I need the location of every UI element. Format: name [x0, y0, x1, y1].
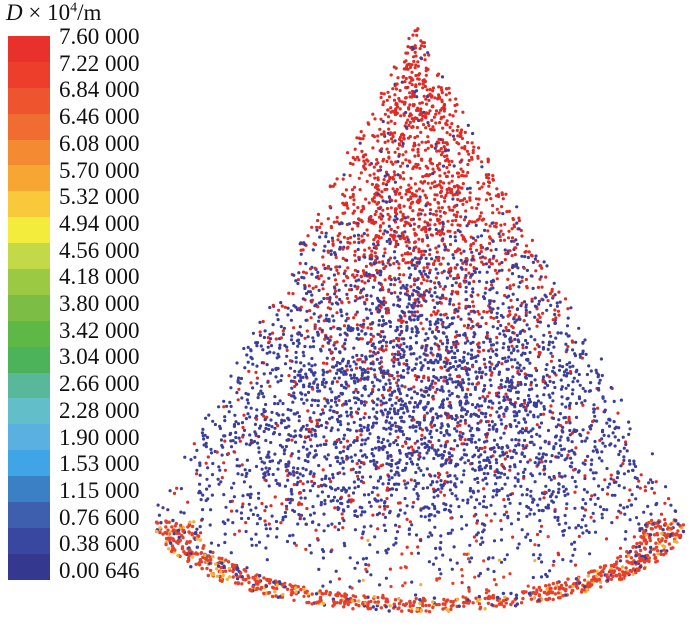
colorbar-tick-label: 5.32 000: [59, 184, 140, 210]
colorbar-swatch: [8, 191, 50, 218]
colorbar-swatch: [8, 527, 50, 554]
colorbar-swatch: [8, 165, 50, 192]
colorbar-tick-label: 1.90 000: [59, 424, 140, 450]
colorbar-tick-label: 4.94 000: [59, 210, 140, 236]
colorbar-tick-label: 4.18 000: [59, 264, 140, 290]
colorbar-swatch: [8, 424, 50, 451]
colorbar-swatch: [8, 243, 50, 270]
colorbar-swatch: [8, 217, 50, 244]
legend-title: D × 104/m: [6, 0, 101, 26]
colorbar-swatch: [8, 61, 50, 88]
colorbar-swatch: [8, 36, 50, 62]
colorbar-tick-label: 7.60 000: [59, 24, 140, 49]
colorbar-swatch: [8, 320, 50, 347]
colorbar-tick-label: 0.00 646: [59, 558, 140, 583]
colorbar-swatch: [8, 269, 50, 295]
colorbar-swatch: [8, 346, 50, 373]
legend-exponent: 4: [70, 0, 78, 16]
colorbar-tick-label: 2.28 000: [59, 397, 140, 423]
colorbar-tick-label: 0.76 600: [59, 504, 140, 530]
legend-unit: /m: [77, 0, 102, 25]
colorbar-swatch: [8, 553, 50, 580]
colorbar-tick-label: 3.80 000: [59, 291, 140, 316]
colorbar-tick-label: 2.66 000: [59, 371, 140, 397]
colorbar-swatch: [8, 476, 50, 503]
colorbar-tick-label: 6.46 000: [59, 104, 140, 130]
particle-cloud: [154, 27, 686, 614]
colorbar-swatch: [8, 398, 50, 425]
colorbar: [8, 36, 50, 580]
colorbar-tick-label: 7.22 000: [59, 50, 140, 76]
colorbar-swatch: [8, 502, 50, 528]
colorbar-tick-label: 5.70 000: [59, 157, 140, 183]
legend-variable: D: [6, 0, 23, 25]
colorbar-tick-label: 6.08 000: [59, 130, 140, 156]
colorbar-tick-label: 3.04 000: [59, 344, 140, 370]
legend-title-suffix: × 10: [28, 0, 71, 25]
colorbar-swatch: [8, 87, 50, 114]
colorbar-tick-label: 1.15 000: [59, 477, 140, 503]
colorbar-swatch: [8, 113, 50, 140]
colorbar-swatch: [8, 294, 50, 321]
colorbar-tick-label: 6.84 000: [59, 77, 140, 103]
colorbar-swatch: [8, 450, 50, 477]
colorbar-tick-label: 3.42 000: [59, 317, 140, 343]
colorbar-tick-label: 1.53 000: [59, 451, 140, 477]
colorbar-swatch: [8, 372, 50, 399]
colorbar-tick-label: 4.56 000: [59, 237, 140, 263]
colorbar-tick-label: 0.38 600: [59, 531, 140, 557]
colorbar-swatch: [8, 139, 50, 166]
